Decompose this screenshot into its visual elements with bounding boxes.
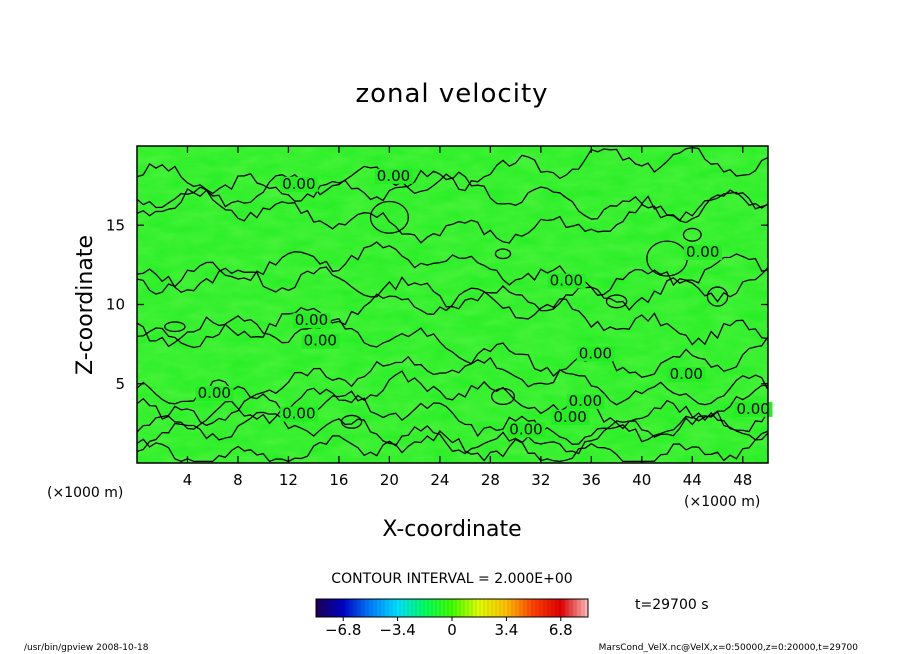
contour-line xyxy=(136,287,769,348)
contour-label: 0.00 xyxy=(198,384,231,402)
contour-line xyxy=(136,425,769,463)
contour-loop xyxy=(164,321,186,333)
contour-line xyxy=(136,186,769,244)
contour-loop xyxy=(605,294,628,309)
y-tick-label: 15 xyxy=(106,216,125,234)
x-tick-label: 4 xyxy=(183,471,193,489)
contour-label-bg xyxy=(734,401,773,417)
y-unit-label: (×1000 m) xyxy=(47,485,123,501)
contour-label-bg xyxy=(292,313,331,329)
x-tick-label: 44 xyxy=(683,471,702,489)
contour-label-bg xyxy=(280,176,319,192)
contour-label: 0.00 xyxy=(569,392,602,410)
contour-label-bg xyxy=(683,244,722,260)
contour-label: 0.00 xyxy=(509,420,542,438)
contour-label-bg xyxy=(507,422,546,438)
y-ticks: 5 10 15 xyxy=(106,216,768,393)
contour-loop xyxy=(682,227,702,242)
contour-line xyxy=(136,266,769,312)
contour-label-bg xyxy=(667,366,706,382)
contour-label-bg xyxy=(195,386,234,402)
contour-loop xyxy=(706,286,729,307)
contour-label: 0.00 xyxy=(670,365,703,383)
contour-label: 0.00 xyxy=(282,175,315,193)
colorbar-tick-label: 6.8 xyxy=(549,621,573,639)
y-tick-label: 5 xyxy=(115,375,125,393)
contour-line xyxy=(136,315,769,379)
y-axis-label: Z-coordinate xyxy=(73,235,98,375)
colorbar-tick-label: −6.8 xyxy=(325,621,361,639)
contour-label-bg xyxy=(566,393,605,409)
x-tick-label: 32 xyxy=(531,471,550,489)
contour-line xyxy=(136,390,769,445)
contour-label-bg xyxy=(576,346,615,362)
contour-label-bg xyxy=(551,409,590,425)
footer-right: MarsCond_VelX.nc@VelX,x=0:50000,z=0:2000… xyxy=(599,643,859,653)
contour-interval-text: CONTOUR INTERVAL = 2.000E+00 xyxy=(331,571,572,587)
colorbar-tick-label: −3.4 xyxy=(379,621,415,639)
colorbar-stripes xyxy=(319,599,585,617)
x-tick-label: 40 xyxy=(632,471,651,489)
x-tick-label: 48 xyxy=(733,471,752,489)
contour-label-bg xyxy=(280,406,319,422)
contour-lines xyxy=(136,146,769,463)
contour-label: 0.00 xyxy=(736,400,769,418)
contour-label-bg xyxy=(547,273,586,289)
contour-label: 0.00 xyxy=(304,332,337,350)
contour-label: 0.00 xyxy=(377,167,410,185)
contour-label: 0.00 xyxy=(550,271,583,289)
colorbar-tick-label: 3.4 xyxy=(494,621,518,639)
y-tick-label: 10 xyxy=(106,296,125,314)
x-ticks: 4 8 12 16 20 24 28 32 36 40 44 48 xyxy=(183,146,752,489)
contour-line xyxy=(136,370,768,430)
contour-label: 0.00 xyxy=(579,344,612,362)
contour-labels: 0.000.000.000.000.000.000.000.00 0.000.00… xyxy=(195,167,773,438)
contour-loop xyxy=(494,248,512,260)
contour-line xyxy=(136,410,769,462)
colorbar-tick-label: 0 xyxy=(447,621,457,639)
x-tick-label: 16 xyxy=(329,471,348,489)
time-label: t=29700 s xyxy=(635,597,709,613)
contour-label-bg xyxy=(301,333,340,349)
contour-loop xyxy=(369,200,409,234)
plot-area: 0.000.000.000.000.000.000.000.00 0.000.00… xyxy=(106,145,773,489)
x-tick-label: 28 xyxy=(481,471,500,489)
contour-label: 0.00 xyxy=(686,243,719,261)
x-axis-label: X-coordinate xyxy=(382,517,521,542)
contour-line xyxy=(136,241,769,296)
contour-loop xyxy=(490,387,515,406)
x-tick-label: 36 xyxy=(582,471,601,489)
x-tick-label: 24 xyxy=(430,471,449,489)
contour-line xyxy=(136,165,769,222)
chart-title: zonal velocity xyxy=(355,79,548,109)
colorbar: −6.8 −3.4 0 3.4 6.8 xyxy=(315,598,589,639)
contour-loop xyxy=(340,414,363,429)
contour-label: 0.00 xyxy=(553,408,586,426)
footer-left: /usr/bin/gpview 2008-10-18 xyxy=(24,643,149,653)
x-tick-label: 12 xyxy=(279,471,298,489)
contour-label: 0.00 xyxy=(282,405,315,423)
x-tick-label: 8 xyxy=(233,471,243,489)
colorbar-ticks: −6.8 −3.4 0 3.4 6.8 xyxy=(325,617,573,639)
contour-label-bg xyxy=(374,168,413,184)
x-unit-label: (×1000 m) xyxy=(684,494,760,510)
contour-line xyxy=(136,355,769,406)
contour-label: 0.00 xyxy=(295,311,328,329)
x-tick-label: 20 xyxy=(380,471,399,489)
